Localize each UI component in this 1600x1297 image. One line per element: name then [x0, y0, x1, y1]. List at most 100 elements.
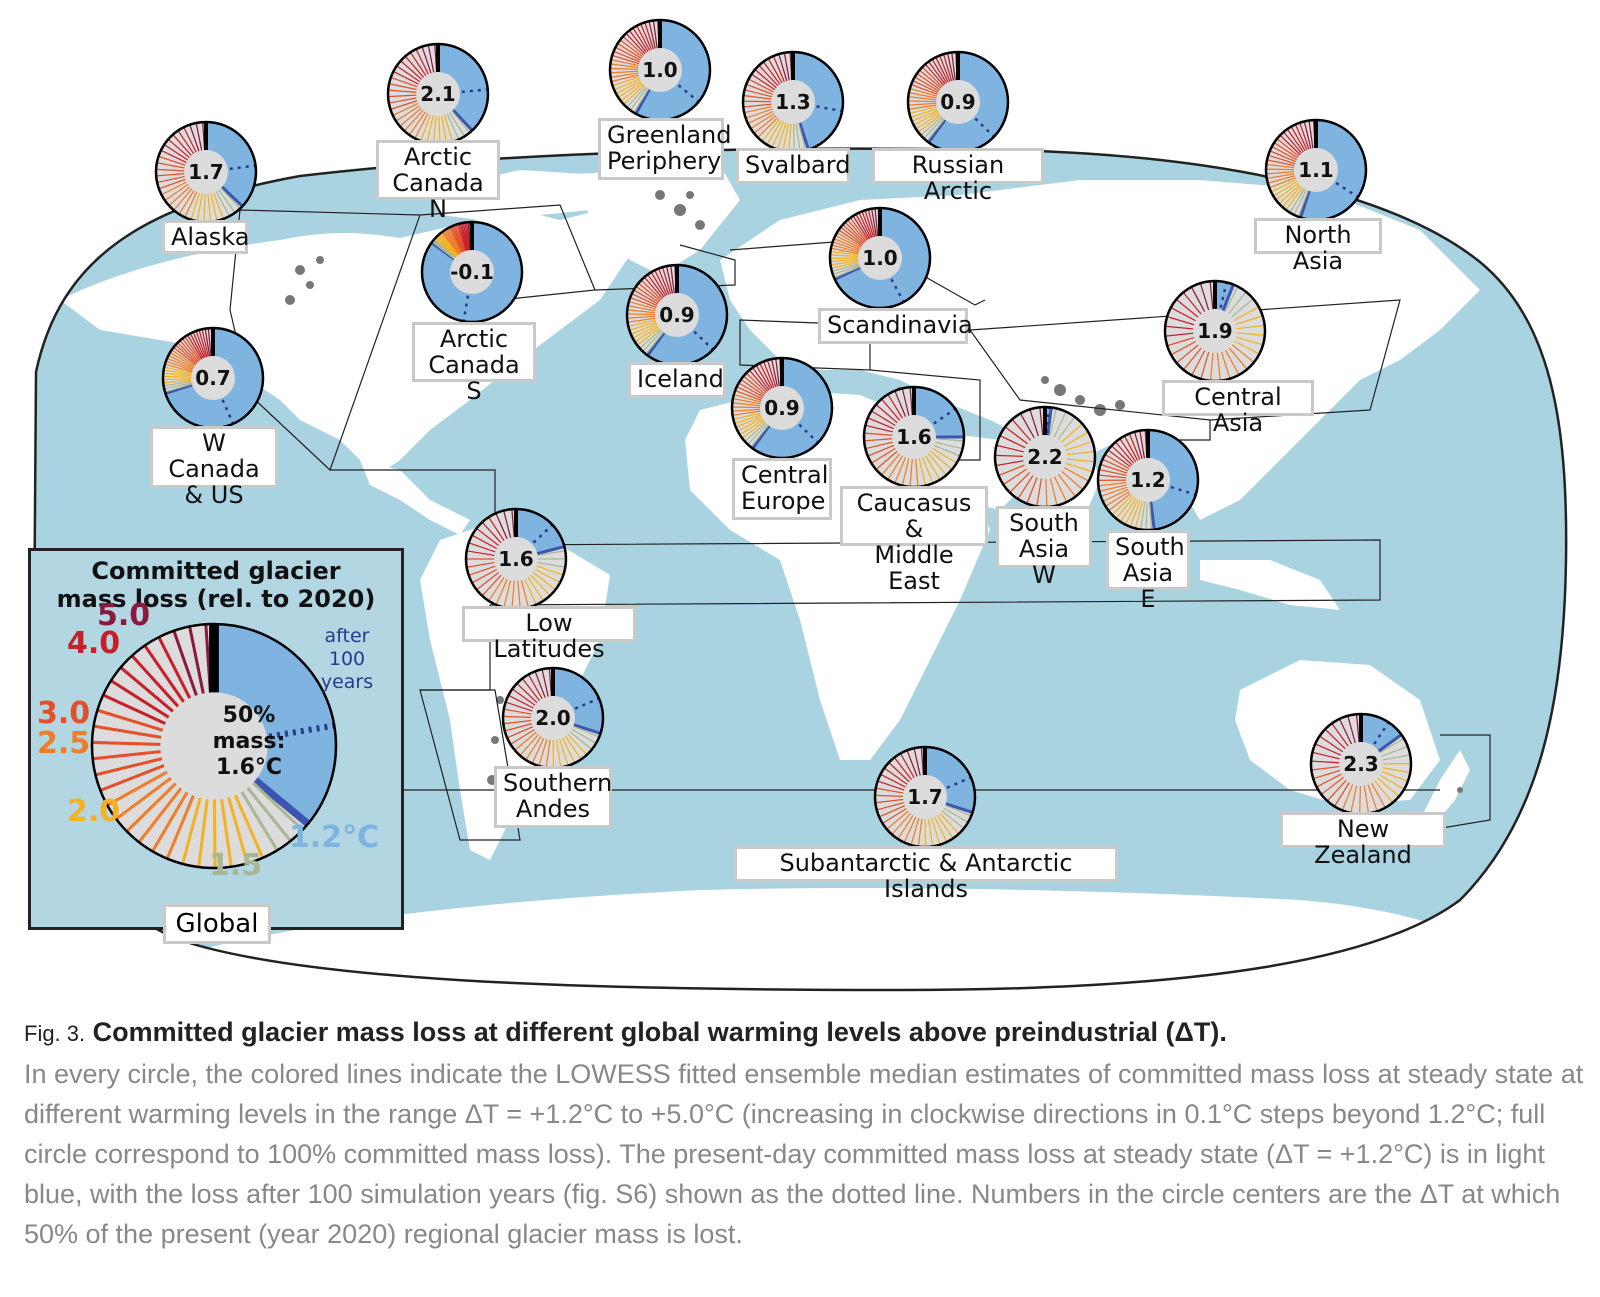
pie-center [184, 150, 228, 194]
pie-value-label: 1.7 [188, 160, 223, 184]
pie-value-label: -0.1 [450, 260, 494, 284]
pie-center [771, 80, 815, 124]
caption-title: Committed glacier mass loss at different… [92, 1017, 1227, 1047]
pie-subantarctic-antarctic-islands: 1.7 [873, 745, 977, 849]
legend-pie [90, 622, 338, 870]
pie-new-zealand: 2.3 [1309, 712, 1413, 816]
pie-center [1023, 435, 1067, 479]
pie-center [858, 236, 902, 280]
committed-loss-wedge [793, 52, 844, 150]
region-label-central-europe: Central Europe [732, 458, 832, 520]
legend-level-1-2: 1.2°C [289, 820, 380, 855]
region-label-north-asia: North Asia [1254, 218, 1382, 274]
pie-center [1126, 458, 1170, 502]
land-new-zealand [1420, 750, 1470, 830]
pie-value-label: 0.9 [659, 303, 694, 327]
pie-value-label: 2.0 [535, 706, 570, 730]
pie-outline [90, 622, 338, 870]
region-label-w-canada-us: W Canada & US [150, 426, 278, 508]
pie-center [655, 293, 699, 337]
land-southeast-asia-islands [1200, 560, 1340, 610]
pie-south-asia-w: 2.2 [993, 405, 1097, 509]
legend-center-label: 50% mass: 1.6°C [212, 703, 286, 780]
committed-loss-wedge [1148, 429, 1198, 530]
caption-body: In every circle, the colored lines indic… [24, 1059, 1584, 1249]
legend-level-2-0: 2.0 [67, 794, 121, 829]
committed-loss-wedge [206, 122, 256, 207]
region-pies: 1.7 2.1 1.0 1.3 0.9 1.1 -0.1 0.9 1.0 0.7 0.9 1.6 1.9… [154, 18, 1413, 849]
pie-value-label: 1.9 [1197, 319, 1232, 343]
pie-center [1339, 742, 1383, 786]
pie-center [892, 415, 936, 459]
caption-fig-number: Fig. 3. [24, 1021, 86, 1046]
pie-value-label: 2.2 [1027, 445, 1062, 469]
pie-iceland: 0.9 [625, 263, 729, 367]
pie-value-label: 2.3 [1343, 752, 1378, 776]
pie-caucasus-middle-east: 1.6 [862, 385, 966, 489]
land-greenland [560, 165, 740, 275]
region-label-scandinavia: Scandinavia [818, 308, 973, 344]
region-label-subantarctic: Subantarctic & Antarctic Islands [734, 846, 1118, 902]
committed-loss-wedge [438, 44, 488, 131]
region-label-new-zealand: New Zealand [1280, 812, 1446, 868]
region-label-central-asia: Central Asia [1162, 380, 1314, 436]
pie-center [531, 696, 575, 740]
region-label-low-latitudes: Low Latitudes [462, 606, 636, 662]
pie-south-asia-e: 1.2 [1096, 428, 1200, 532]
pie-center [160, 692, 268, 800]
pie-center [450, 250, 494, 294]
pie-center [903, 775, 947, 819]
pie-svalbard: 1.3 [741, 50, 845, 154]
pie-center [936, 80, 980, 124]
pie-center [1294, 148, 1338, 192]
pie-center [191, 356, 235, 400]
pie-central-asia: 1.9 [1163, 279, 1267, 383]
pie-greenland-periphery: 1.0 [608, 18, 712, 122]
pie-value-label: 1.6 [498, 547, 533, 571]
region-label-south-asia-e: South Asia E [1106, 530, 1190, 612]
legend-level-1-5: 1.5 [209, 848, 263, 883]
region-label-caucasus-middle-east: Caucasus & Middle East [840, 486, 988, 594]
legend-level-4-0: 4.0 [67, 626, 121, 661]
pie-value-label: 0.7 [195, 366, 230, 390]
pie-value-label: 1.7 [907, 785, 942, 809]
land-central-america [360, 460, 470, 535]
region-label-arctic-canada-s: Arctic Canada S [412, 322, 536, 404]
pie-value-label: 1.3 [775, 90, 810, 114]
pie-scandinavia: 1.0 [828, 206, 932, 310]
pie-center [638, 48, 682, 92]
region-label-alaska: Alaska [162, 220, 249, 254]
pie-center [494, 537, 538, 581]
pie-arctic-canada-s: -0.1 [420, 220, 524, 324]
pie-southern-andes: 2.0 [501, 666, 605, 770]
glacier-map-figure: 1.7 2.1 1.0 1.3 0.9 1.1 -0.1 0.9 1.0 0.7 0.9 1.6 1.9… [28, 18, 1568, 992]
pie-center [1193, 309, 1237, 353]
pie-value-label: 1.2 [1130, 468, 1165, 492]
pie-value-label: 2.1 [420, 82, 455, 106]
pie-north-asia: 1.1 [1264, 118, 1368, 222]
region-label-russian-arctic: Russian Arctic [872, 148, 1044, 204]
legend-after-100-years-note: after 100 years [320, 625, 374, 693]
legend-title: Committed glacier mass loss (rel. to 202… [56, 557, 376, 613]
pie-value-label: 1.1 [1298, 158, 1333, 182]
pie-value-label: 0.9 [940, 90, 975, 114]
pie-russian-arctic: 0.9 [906, 50, 1010, 154]
region-label-iceland: Iceland [628, 362, 726, 398]
pie-alaska: 1.7 [154, 120, 258, 224]
pie-arctic-canada-n: 2.1 [386, 42, 490, 146]
pie-value-label: 1.6 [896, 425, 931, 449]
pie-value-label: 1.0 [642, 58, 677, 82]
pie-value-label: 0.9 [764, 396, 799, 420]
pie-central-europe: 0.9 [730, 356, 834, 460]
region-label-arctic-canada-n: Arctic Canada N [376, 140, 500, 222]
globe-outline [32, 147, 1568, 992]
legend-level-3-0: 3.0 [37, 696, 91, 731]
pie-global [90, 622, 338, 870]
global-label: Global [163, 904, 271, 944]
region-label-south-asia-w: South Asia W [996, 506, 1092, 588]
figure-caption: Fig. 3. Committed glacier mass loss at d… [24, 1012, 1584, 1254]
region-label-greenland-periphery: Greenland Periphery [598, 118, 732, 180]
pie-value-label: 1.0 [862, 246, 897, 270]
region-label-southern-andes: Southern Andes [494, 766, 612, 828]
land-antarctica [120, 888, 1540, 990]
